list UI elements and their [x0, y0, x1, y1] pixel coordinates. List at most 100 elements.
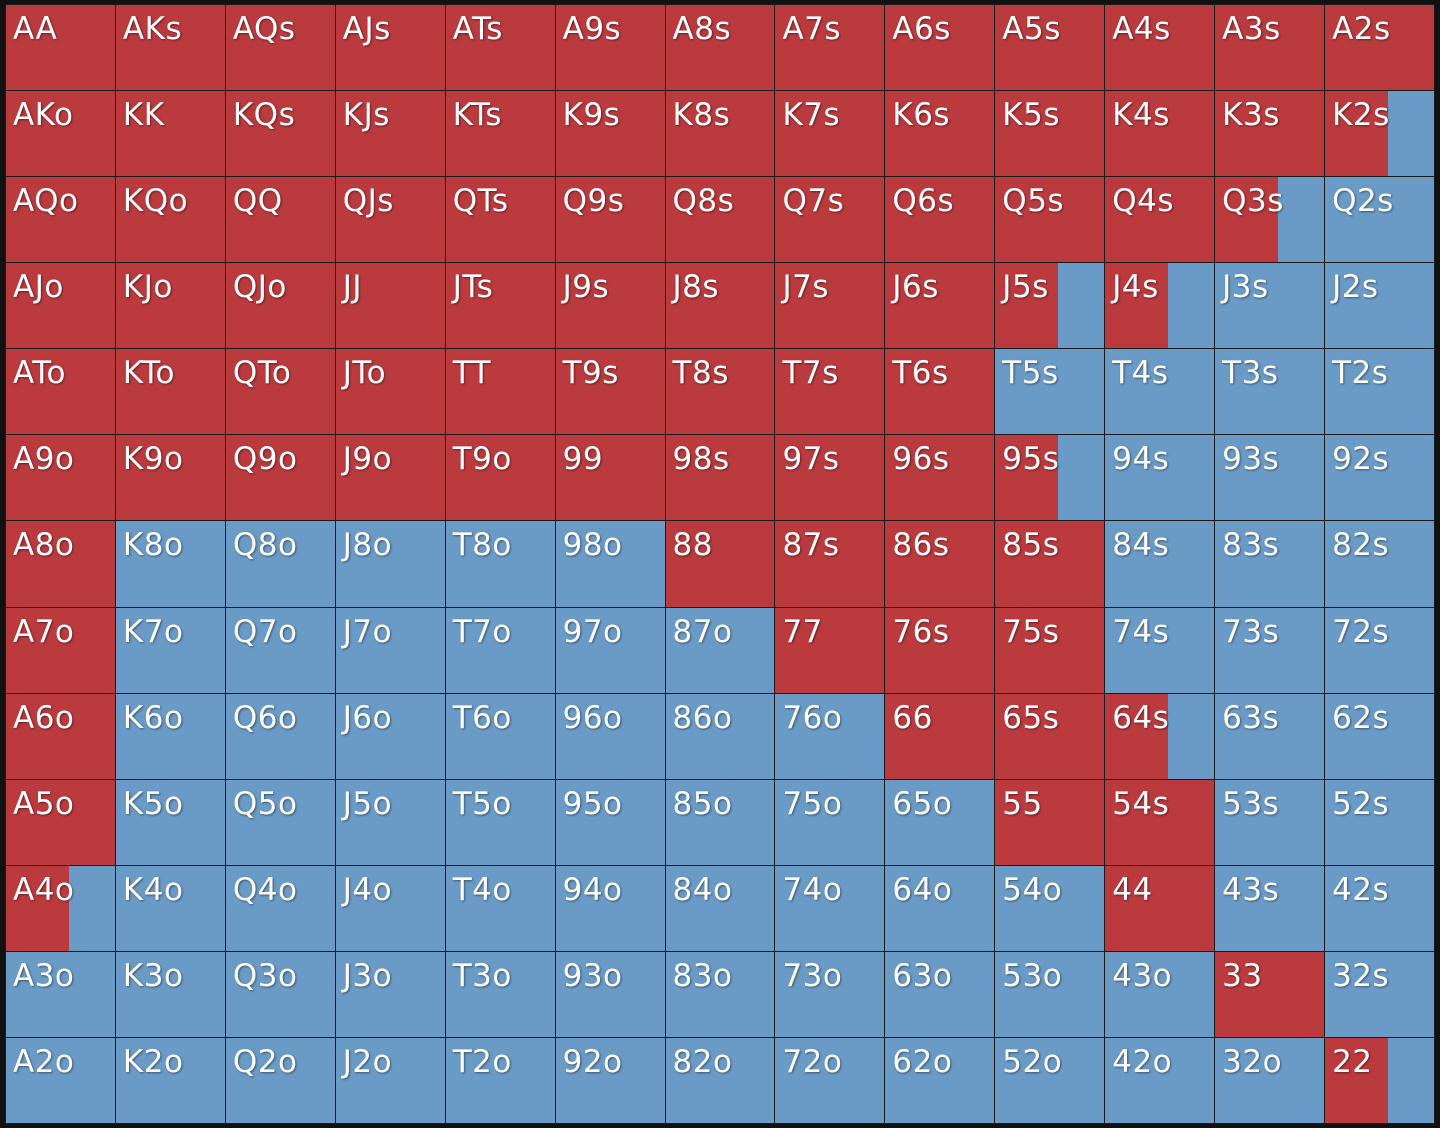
hand-cell-J7s[interactable]: J7s	[775, 263, 885, 349]
hand-cell-J6o[interactable]: J6o	[335, 693, 445, 779]
hand-cell-75s[interactable]: 75s	[995, 607, 1105, 693]
hand-cell-J9o[interactable]: J9o	[335, 435, 445, 521]
hand-cell-QTo[interactable]: QTo	[225, 349, 335, 435]
hand-cell-K2o[interactable]: K2o	[115, 1037, 225, 1123]
hand-cell-AJo[interactable]: AJo	[6, 263, 115, 349]
hand-cell-Q7o[interactable]: Q7o	[225, 607, 335, 693]
hand-cell-93s[interactable]: 93s	[1215, 435, 1325, 521]
hand-cell-K9o[interactable]: K9o	[115, 435, 225, 521]
hand-cell-64s[interactable]: 64s	[1105, 693, 1215, 779]
hand-cell-76o[interactable]: 76o	[775, 693, 885, 779]
hand-cell-QJs[interactable]: QJs	[335, 177, 445, 263]
hand-cell-33[interactable]: 33	[1215, 951, 1325, 1037]
hand-cell-T4s[interactable]: T4s	[1105, 349, 1215, 435]
hand-cell-A3s[interactable]: A3s	[1215, 5, 1325, 91]
hand-cell-Q3s[interactable]: Q3s	[1215, 177, 1325, 263]
hand-cell-ATo[interactable]: ATo	[6, 349, 115, 435]
hand-cell-42o[interactable]: 42o	[1105, 1037, 1215, 1123]
hand-cell-32s[interactable]: 32s	[1325, 951, 1434, 1037]
hand-cell-Q6s[interactable]: Q6s	[885, 177, 995, 263]
hand-cell-J2s[interactable]: J2s	[1325, 263, 1434, 349]
hand-cell-84o[interactable]: 84o	[665, 865, 775, 951]
hand-cell-44[interactable]: 44	[1105, 865, 1215, 951]
hand-cell-T2o[interactable]: T2o	[445, 1037, 555, 1123]
hand-cell-63s[interactable]: 63s	[1215, 693, 1325, 779]
hand-cell-93o[interactable]: 93o	[555, 951, 665, 1037]
hand-cell-83s[interactable]: 83s	[1215, 521, 1325, 607]
hand-cell-A7o[interactable]: A7o	[6, 607, 115, 693]
hand-cell-55[interactable]: 55	[995, 779, 1105, 865]
hand-cell-KQs[interactable]: KQs	[225, 91, 335, 177]
hand-cell-87o[interactable]: 87o	[665, 607, 775, 693]
hand-cell-95s[interactable]: 95s	[995, 435, 1105, 521]
hand-cell-Q9s[interactable]: Q9s	[555, 177, 665, 263]
hand-cell-88[interactable]: 88	[665, 521, 775, 607]
hand-cell-J9s[interactable]: J9s	[555, 263, 665, 349]
hand-cell-98s[interactable]: 98s	[665, 435, 775, 521]
hand-cell-AJs[interactable]: AJs	[335, 5, 445, 91]
hand-cell-J8o[interactable]: J8o	[335, 521, 445, 607]
hand-cell-J5o[interactable]: J5o	[335, 779, 445, 865]
hand-cell-Q9o[interactable]: Q9o	[225, 435, 335, 521]
hand-cell-76s[interactable]: 76s	[885, 607, 995, 693]
hand-cell-A6o[interactable]: A6o	[6, 693, 115, 779]
hand-cell-J3s[interactable]: J3s	[1215, 263, 1325, 349]
hand-cell-AKs[interactable]: AKs	[115, 5, 225, 91]
hand-cell-Q3o[interactable]: Q3o	[225, 951, 335, 1037]
hand-cell-73s[interactable]: 73s	[1215, 607, 1325, 693]
hand-cell-K9s[interactable]: K9s	[555, 91, 665, 177]
hand-cell-J2o[interactable]: J2o	[335, 1037, 445, 1123]
hand-cell-32o[interactable]: 32o	[1215, 1037, 1325, 1123]
hand-cell-KQo[interactable]: KQo	[115, 177, 225, 263]
hand-cell-K8s[interactable]: K8s	[665, 91, 775, 177]
hand-cell-92s[interactable]: 92s	[1325, 435, 1434, 521]
hand-cell-J5s[interactable]: J5s	[995, 263, 1105, 349]
hand-cell-95o[interactable]: 95o	[555, 779, 665, 865]
hand-cell-K6o[interactable]: K6o	[115, 693, 225, 779]
hand-cell-62o[interactable]: 62o	[885, 1037, 995, 1123]
hand-cell-K3s[interactable]: K3s	[1215, 91, 1325, 177]
hand-cell-T5o[interactable]: T5o	[445, 779, 555, 865]
hand-cell-K6s[interactable]: K6s	[885, 91, 995, 177]
hand-cell-T7o[interactable]: T7o	[445, 607, 555, 693]
hand-cell-T9s[interactable]: T9s	[555, 349, 665, 435]
hand-cell-AKo[interactable]: AKo	[6, 91, 115, 177]
hand-cell-J3o[interactable]: J3o	[335, 951, 445, 1037]
hand-cell-T8o[interactable]: T8o	[445, 521, 555, 607]
hand-cell-K7o[interactable]: K7o	[115, 607, 225, 693]
hand-cell-74o[interactable]: 74o	[775, 865, 885, 951]
hand-cell-A2o[interactable]: A2o	[6, 1037, 115, 1123]
hand-cell-Q5o[interactable]: Q5o	[225, 779, 335, 865]
hand-cell-K4o[interactable]: K4o	[115, 865, 225, 951]
hand-cell-66[interactable]: 66	[885, 693, 995, 779]
hand-cell-94o[interactable]: 94o	[555, 865, 665, 951]
hand-cell-KTo[interactable]: KTo	[115, 349, 225, 435]
hand-cell-QTs[interactable]: QTs	[445, 177, 555, 263]
hand-cell-Q2s[interactable]: Q2s	[1325, 177, 1434, 263]
hand-cell-JTo[interactable]: JTo	[335, 349, 445, 435]
hand-cell-86s[interactable]: 86s	[885, 521, 995, 607]
hand-cell-96s[interactable]: 96s	[885, 435, 995, 521]
hand-cell-AQo[interactable]: AQo	[6, 177, 115, 263]
hand-cell-Q8o[interactable]: Q8o	[225, 521, 335, 607]
hand-cell-62s[interactable]: 62s	[1325, 693, 1434, 779]
hand-cell-63o[interactable]: 63o	[885, 951, 995, 1037]
hand-cell-A8s[interactable]: A8s	[665, 5, 775, 91]
hand-cell-T3s[interactable]: T3s	[1215, 349, 1325, 435]
hand-cell-99[interactable]: 99	[555, 435, 665, 521]
hand-cell-84s[interactable]: 84s	[1105, 521, 1215, 607]
hand-cell-87s[interactable]: 87s	[775, 521, 885, 607]
hand-cell-77[interactable]: 77	[775, 607, 885, 693]
hand-cell-KJo[interactable]: KJo	[115, 263, 225, 349]
hand-cell-K5o[interactable]: K5o	[115, 779, 225, 865]
hand-cell-TT[interactable]: TT	[445, 349, 555, 435]
hand-cell-A5s[interactable]: A5s	[995, 5, 1105, 91]
hand-cell-A4o[interactable]: A4o	[6, 865, 115, 951]
hand-cell-AA[interactable]: AA	[6, 5, 115, 91]
hand-cell-53o[interactable]: 53o	[995, 951, 1105, 1037]
hand-cell-82s[interactable]: 82s	[1325, 521, 1434, 607]
hand-cell-K4s[interactable]: K4s	[1105, 91, 1215, 177]
hand-cell-Q2o[interactable]: Q2o	[225, 1037, 335, 1123]
hand-cell-T6o[interactable]: T6o	[445, 693, 555, 779]
hand-cell-94s[interactable]: 94s	[1105, 435, 1215, 521]
